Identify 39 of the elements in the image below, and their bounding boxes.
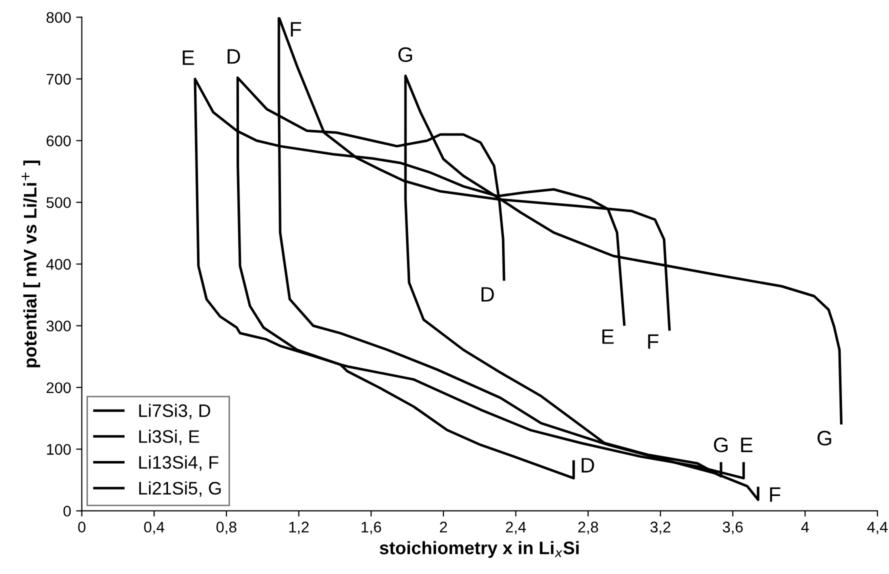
- annotation: D: [482, 287, 494, 302]
- x-tick-label: 4,4: [867, 522, 888, 534]
- annotation: F: [770, 487, 780, 502]
- x-tick-label: 1,2: [289, 522, 309, 534]
- annotation: F: [648, 334, 658, 349]
- x-tick-label: 3,2: [650, 522, 670, 534]
- x-tick-label: 0,8: [216, 522, 236, 534]
- x-axis-title: stoichiometry x in Li$_{x}$Si: [380, 541, 579, 558]
- x-tick-label: 1,6: [362, 522, 382, 534]
- x-tick-label: 2: [440, 522, 447, 532]
- y-tick-label: 400: [46, 258, 71, 270]
- y-tick-label: 100: [47, 444, 71, 455]
- annotation: G: [714, 438, 728, 452]
- y-tick-label: 800: [46, 12, 71, 23]
- legend-label: Li13Si4, F: [139, 456, 218, 471]
- x-tick-label: 4: [801, 522, 809, 532]
- annotation: E: [602, 329, 614, 344]
- x-tick-label: 2,8: [578, 522, 598, 534]
- legend-label: Li7Si3, D: [139, 404, 210, 420]
- x-tick-label: 0,4: [144, 522, 164, 534]
- annotation: D: [228, 49, 240, 64]
- legend-label: Li3Si, E: [139, 430, 200, 446]
- annotation: D: [582, 458, 594, 472]
- annotation: F: [290, 22, 302, 36]
- y-tick-label: 300: [46, 320, 71, 332]
- annotation: E: [182, 50, 194, 65]
- y-tick-label: 700: [46, 74, 71, 85]
- legend-label: Li21Si5, G: [139, 481, 221, 497]
- y-tick-label: 500: [46, 197, 71, 208]
- y-tick-label: 0: [63, 506, 71, 517]
- x-tick-label: 3,6: [722, 522, 743, 534]
- y-tick-label: 200: [46, 382, 71, 394]
- y-tick-label: 600: [46, 136, 71, 146]
- x-tick-label: 0: [78, 522, 86, 532]
- annotation: E: [741, 438, 752, 452]
- annotation: G: [398, 47, 412, 62]
- annotation: G: [818, 430, 832, 446]
- x-tick-label: 2,4: [506, 522, 526, 534]
- y-axis-title: potential [ mV vs Li/Li$^{+}$ ]: [22, 160, 40, 368]
